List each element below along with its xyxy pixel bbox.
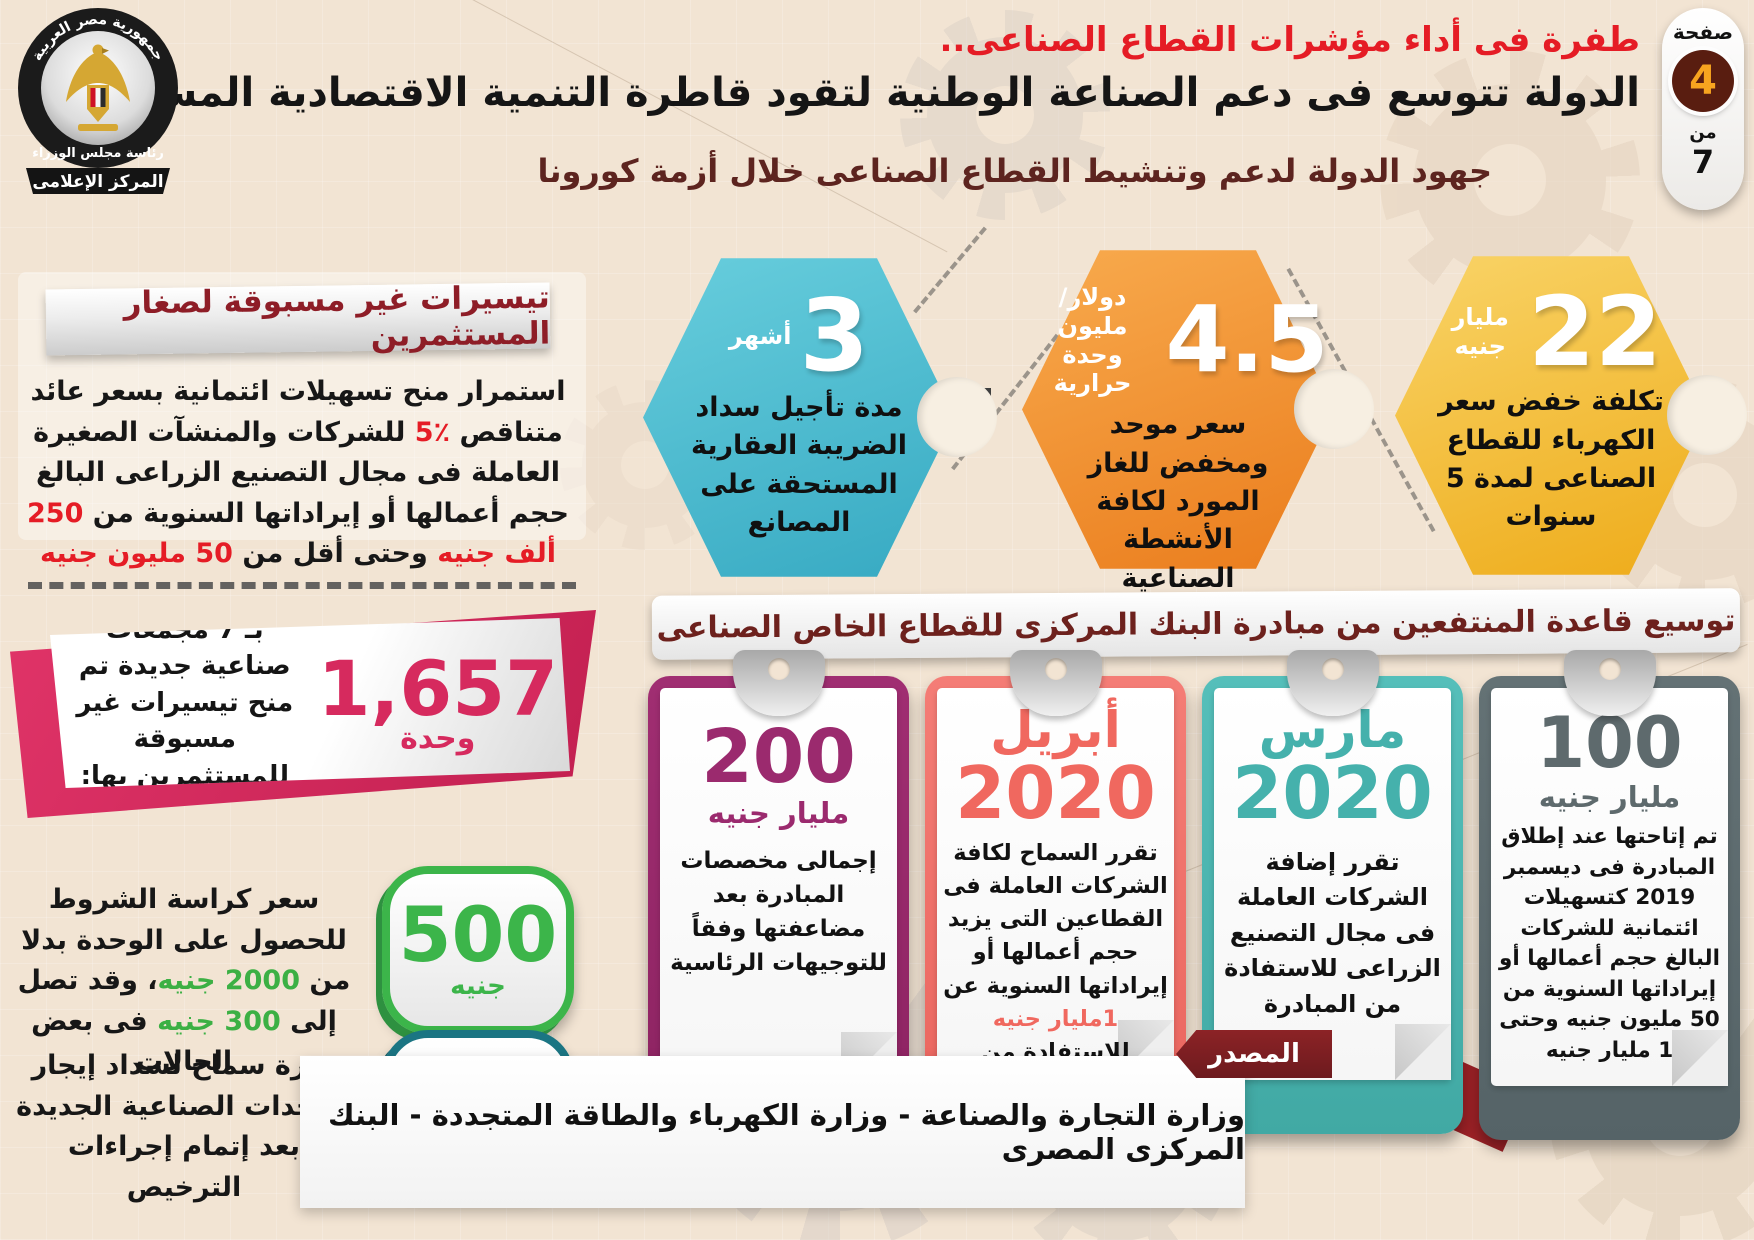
card-launch-allocation: 100 مليار جنيه تم إتاحتها عند إطلاق المب…: [1479, 650, 1740, 1140]
card-paper: [1491, 688, 1728, 1086]
para-segment: استمرار منح تسهيلات ائتمانية بسعر عائد م…: [30, 376, 566, 448]
clipboard-clip-icon: [1286, 650, 1379, 716]
rate-highlight: ٪5: [414, 416, 451, 448]
hexagon-notch: [1294, 369, 1374, 449]
hexagon-notch: [917, 377, 997, 457]
card-text: تقرر السماح لكافة الشركات العاملة فى الق…: [941, 837, 1170, 1103]
page-subtitle: جهود الدولة لدعم وتنشيط القطاع الصناعى خ…: [537, 152, 1492, 190]
units-ribbon: 1,657 وحدة بـ 7 مجمعات صناعية جديدة تم م…: [10, 610, 596, 818]
para-segment: ، وقد تصل إلى: [17, 965, 337, 1037]
hexagon-text: سعر موحد ومخفض للغاز المورد لكافة الأنشط…: [1087, 409, 1269, 594]
hexagon-unit: أشهر: [728, 321, 792, 350]
card-paper: [1214, 688, 1451, 1080]
card-value: 200: [701, 714, 856, 800]
card-year: 2020: [955, 750, 1156, 835]
units-value: 1,657: [317, 643, 558, 733]
header-kicker: طفرة فى أداء مؤشرات القطاع الصناعى..: [939, 20, 1640, 60]
card-year: 2020: [1232, 750, 1433, 835]
source-label-tag: المصدر: [1176, 1030, 1332, 1078]
para-segment: للشركات والمنشآت الصغيرة العاملة فى مجال…: [33, 416, 569, 529]
card-text: تم إتاحتها عند إطلاق المبادرة فى ديسمبر …: [1499, 824, 1720, 1063]
card-unit: مليار جنيه: [1538, 780, 1681, 814]
hexagon-text: تكلفة خفض سعر الكهرباء للقطاع الصناعى لم…: [1438, 386, 1664, 533]
page-indicator: صفحة 4 من 7: [1662, 8, 1744, 210]
hexagon-notch: [1667, 375, 1747, 455]
left-panel-title: تيسيرات غير مسبوقة لصغار المستثمرين: [45, 279, 550, 356]
dashed-divider: [28, 582, 576, 589]
hexagon-property-tax: 3 أشهر مدة تأجيل سداد الضريبة العقارية ا…: [643, 255, 955, 580]
card-text: تقرر إضافة الشركات العاملة فى مجال التصن…: [1224, 847, 1441, 1018]
amount-highlight: 1مليار جنيه: [992, 1005, 1119, 1032]
card-text: إجمالى مخصصات المبادرة بعد مضاعفتها وفقا…: [670, 848, 887, 977]
booklet-fee-paragraph: سعر كراسة الشروط للحصول على الوحدة بدلا …: [8, 880, 360, 1083]
card-unit: مليار جنيه: [707, 796, 850, 830]
fee-pill: 500 جنيه: [382, 866, 574, 1034]
fee-unit: جنيه: [450, 971, 506, 1002]
page-title: الدولة تتوسع فى دعم الصناعة الوطنية لتقو…: [55, 70, 1640, 116]
government-logo: جمهورية مصر العربية رئاسة مجلس الوزراء ا…: [18, 8, 178, 194]
hexagon-unit: دولار/مليون وحدة حرارية: [1053, 283, 1132, 398]
hexagon-electricity-cost: 22 مليار جنيه تكلفة خفض سعر الكهرباء للق…: [1395, 253, 1707, 578]
eagle-icon: [66, 44, 130, 131]
page-word: صفحة: [1672, 20, 1734, 44]
para-segment: سعر كراسة الشروط للحصول على الوحدة بدلا …: [21, 884, 351, 996]
para-segment: وحتى أقل من: [232, 538, 438, 569]
page-of-word: من: [1689, 122, 1717, 143]
card-march-2020: مارس 2020 تقرر إضافة الشركات العاملة فى …: [1202, 650, 1463, 1134]
logo-banner-text: المركز الإعلامى: [32, 172, 163, 192]
source-bar: وزارة التجارة والصناعة - وزارة الكهرباء …: [300, 1056, 1245, 1208]
page-number-badge: 4: [1672, 50, 1734, 112]
clipboard-clip-icon: [1563, 650, 1656, 716]
card-value: 100: [1536, 702, 1683, 784]
initiative-cards: 200 مليار جنيه إجمالى مخصصات المبادرة بع…: [648, 650, 1740, 1162]
amount-highlight: 50 مليون جنيه: [39, 538, 233, 569]
ribbon-panel: 1,657 وحدة بـ 7 مجمعات صناعية جديدة تم م…: [50, 618, 570, 788]
fee-value: 500: [398, 889, 558, 979]
card-paper: [937, 688, 1174, 1076]
page-total: 7: [1691, 143, 1715, 181]
amount-highlight: 300 جنيه: [157, 1005, 281, 1037]
para-segment: فى بعض الحالات: [31, 1005, 233, 1078]
units-value-block: 1,657 وحدة: [317, 643, 558, 756]
clipboard-clip-icon: [732, 650, 825, 716]
units-description: بـ 7 مجمعات صناعية جديدة تم منح تيسيرات …: [76, 615, 294, 791]
credit-facilities-paragraph: استمرار منح تسهيلات ائتمانية بسعر عائد م…: [20, 372, 576, 575]
hexagon-value: 22: [1528, 276, 1662, 388]
amount-highlight: 2000 جنيه: [157, 965, 300, 996]
logo-ring-bottom-text: رئاسة مجلس الوزراء: [32, 146, 164, 161]
card-april-2020: أبريل 2020 تقرر السماح لكافة الشركات الع…: [925, 650, 1186, 1130]
gear-icon: [900, 10, 1110, 220]
logo-banner: المركز الإعلامى: [26, 168, 170, 194]
hexagon-value: 3: [799, 277, 870, 394]
hexagon-unit: مليار جنيه: [1451, 303, 1509, 361]
para-segment: تقرر السماح لكافة الشركات العاملة فى الق…: [943, 839, 1168, 999]
units-unit: وحدة: [400, 720, 476, 756]
hexagon-value: 4.5: [1165, 286, 1329, 394]
hexagon-gas-price: 4.5 دولار/مليون وحدة حرارية سعر موحد ومخ…: [1022, 247, 1334, 594]
clipboard-clip-icon: [1009, 650, 1102, 716]
amount-highlight: 250 ألف جنيه: [27, 497, 557, 570]
hexagon-text: مدة تأجيل سداد الضريبة العقارية المستحقة…: [691, 392, 907, 538]
grace-period-paragraph: فترة سماح لسداد إيجار الوحدات الصناعية ا…: [16, 1050, 352, 1203]
